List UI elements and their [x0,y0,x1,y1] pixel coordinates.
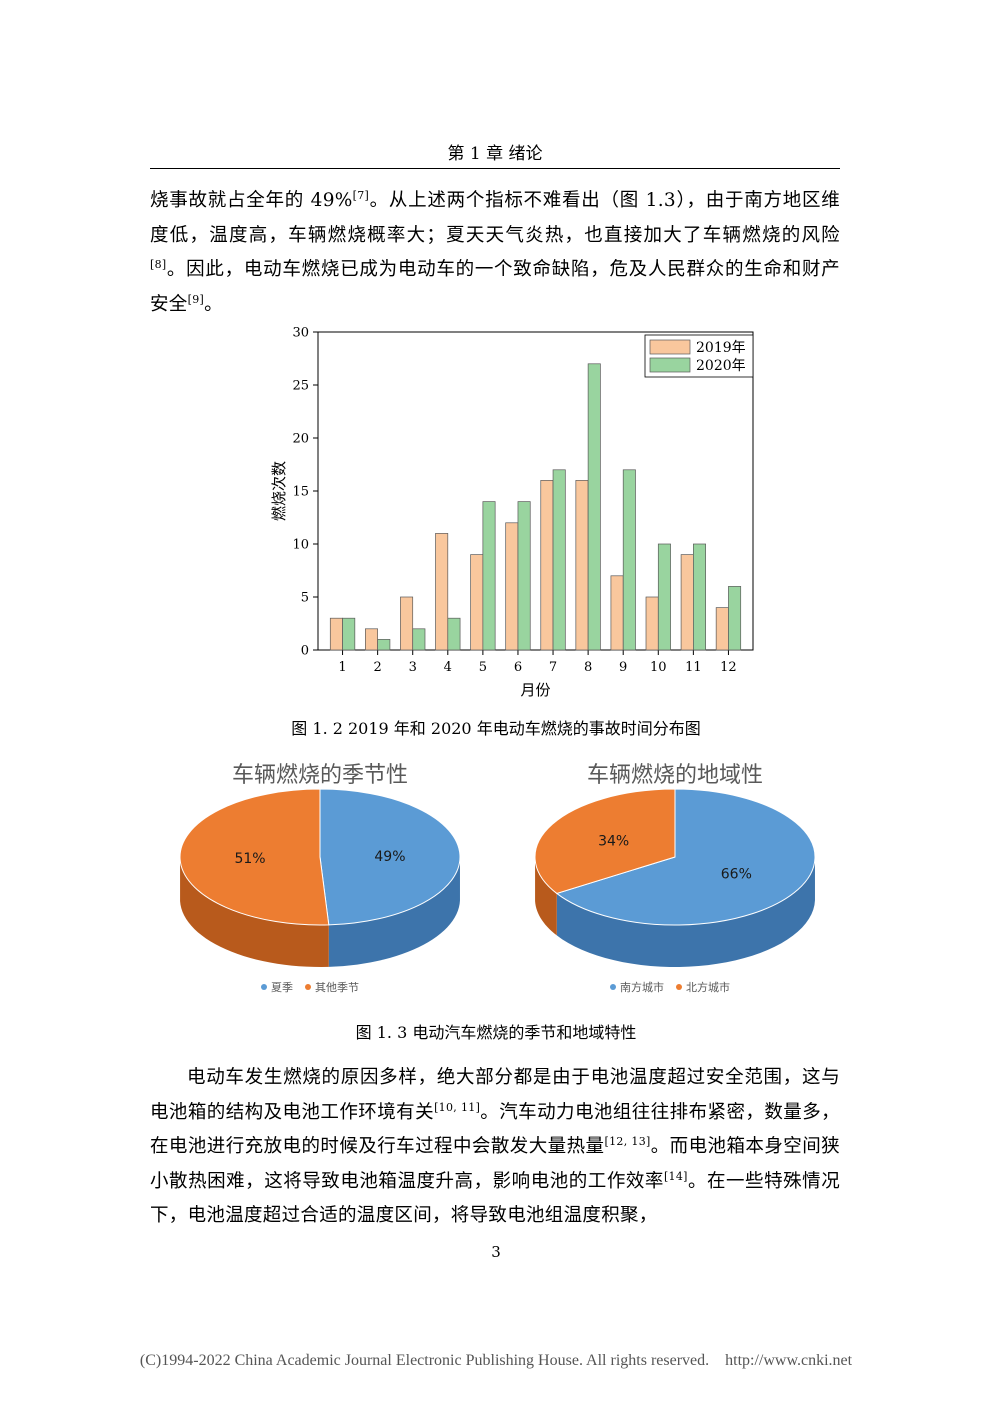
pie-title: 车辆燃烧的地域性 [587,763,763,788]
text-run: 电动车发生燃烧的原因多样，绝大部分都是由于电池温度超过安全范围，这与电池箱的结构… [150,1067,840,1123]
citation-14: [14] [663,1169,688,1183]
legend-label: 夏季 [271,981,293,994]
x-tick-label: 4 [444,660,452,675]
pie-data-label: 51% [234,851,265,867]
x-tick-label: 1 [338,660,346,675]
x-tick-label: 10 [650,660,667,675]
y-tick-label: 5 [301,591,309,606]
text-run: 。 [204,293,223,315]
pie-title: 车辆燃烧的季节性 [232,763,408,788]
legend-label: 其他季节 [315,981,359,994]
citation-10-11: [10, 11] [434,1100,481,1114]
x-tick-label: 11 [685,660,702,675]
bar-2019-month-5 [470,554,484,651]
x-tick-label: 2 [373,660,381,675]
bar-2020-month-2 [377,639,391,651]
bar-2020-month-12 [728,586,742,651]
legend-marker-北方城市 [676,984,682,990]
x-tick-label: 7 [549,660,557,675]
pie-data-label: 49% [374,849,405,865]
running-header: 第 1 章 绪论 [150,140,840,169]
text-run: 。从上述两个指标不难看出（图 1.3），由于南方地区维度低，温度高，车辆燃烧概率… [150,190,840,246]
figure-caption-1-2: 图 1. 2 2019 年和 2020 年电动车燃烧的事故时间分布图 [291,719,701,738]
citation-7: [7] [352,189,370,202]
citation-12-13: [12, 13] [604,1135,651,1148]
legend-swatch-2 [649,357,691,373]
pie-side-夏季 [328,858,460,967]
legend-marker-南方城市 [610,984,616,990]
y-axis-label: 燃烧次数 [270,461,288,521]
citation-9: [9] [187,292,205,306]
bar-2020-month-8 [587,363,601,651]
legend-label-1: 2019年 [696,340,746,356]
text-run: 。在一些特殊情况下，电池温度超过合适的温度区间，将导致电池组温度积聚， [150,1170,840,1227]
pie-slice-夏季 [319,788,461,926]
paragraph-causes: 电动车发生燃烧的原因多样，绝大部分都是由于电池温度超过安全范围，这与电池箱的结构… [150,1061,840,1234]
text-run: 。汽车动力电池组往往排布紧密，数量多，在电池进行充放电的时候及行车过程中会散发大… [150,1101,840,1158]
x-tick-label: 5 [479,660,487,675]
pie-side-北方城市 [535,859,557,936]
bar-2020-month-4 [447,617,461,651]
pie-slice-北方城市 [534,788,676,894]
bar-2020-month-1 [342,617,356,651]
bar-2019-month-6 [505,522,519,651]
citation-8: [8] [150,258,167,271]
bar-2019-month-12 [715,607,729,651]
bar-2019-month-10 [645,596,659,651]
x-tick-label: 9 [619,660,627,675]
bar-2019-month-4 [435,533,449,651]
page-number: 3 [491,1243,501,1261]
bar-2020-month-10 [657,543,671,651]
bar-2019-month-7 [540,480,554,651]
legend-label: 北方城市 [686,980,730,994]
bar-2019-month-9 [610,575,624,651]
bar-2020-month-11 [693,543,706,651]
copyright-footer: (C)1994-2022 China Academic Journal Elec… [139,1352,853,1369]
paragraph-intro: 烧事故就占全年的 49%[7]。从上述两个指标不难看出（图 1.3），由于南方地… [150,184,840,322]
text-run: 。而电池箱本身空间狭小散热困难，这将导致电池箱温度升高，影响电池的工作效率 [150,1136,840,1192]
bar-2019-month-3 [400,596,414,651]
pie-data-label: 66% [721,866,752,882]
legend: 2019年 2020年 [644,334,754,378]
y-tick-label: 15 [292,485,309,500]
bar-2019-month-1 [329,617,343,651]
bar-2020-month-3 [412,628,426,651]
bar-2020-month-7 [552,469,566,651]
y-tick-label: 10 [292,538,309,553]
text-run: 。因此，电动车燃烧已成为电动车的一个致命缺陷，危及人民群众的生命和财产安全 [150,259,840,315]
legend-marker-其他季节 [305,984,311,990]
bar-2019-month-2 [365,628,378,651]
bar-2019-month-8 [575,480,589,651]
figure-caption-1-3: 图 1. 3 电动汽车燃烧的季节和地域特性 [355,1023,637,1042]
pie-chart-seasonal: 车辆燃烧的季节性 49% 51% 夏季 其他季节 [179,763,461,994]
y-tick-label: 25 [292,379,309,394]
legend-marker-夏季 [261,984,267,990]
legend-swatch-1 [649,339,691,355]
x-tick-label: 3 [409,660,417,675]
bar-2020-month-9 [622,469,636,651]
bar-2020-month-5 [482,501,496,651]
text-run: 烧事故就占全年的 49% [150,190,353,211]
legend-label-2: 2020年 [696,358,746,374]
x-tick-label: 8 [584,660,592,675]
x-tick-label: 6 [514,660,522,675]
pie-chart-regional: 车辆燃烧的地域性 66% 34% 南方城市 北方城市 [534,763,816,994]
y-tick-label: 20 [292,432,309,447]
bar-2020-month-6 [517,501,531,651]
pie-slice-南方城市 [555,788,816,926]
y-tick-label: 0 [301,644,309,659]
pie-side-其他季节 [180,859,329,967]
x-axis-label: 月份 [520,681,550,699]
bar-2019-month-11 [680,554,694,651]
pie-data-label: 34% [598,834,629,850]
x-tick-label: 12 [720,660,737,675]
pie-slice-其他季节 [179,788,330,926]
pie-side-南方城市 [556,858,815,967]
legend-label: 南方城市 [620,980,664,994]
y-tick-label: 30 [292,326,309,341]
